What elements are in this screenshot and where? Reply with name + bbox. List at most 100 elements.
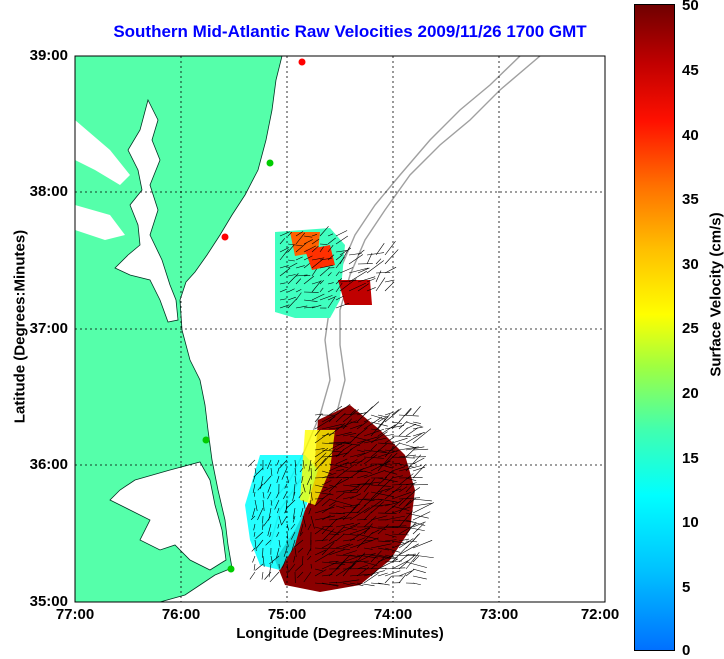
velocity-vector	[277, 523, 280, 529]
velocity-vector	[356, 537, 366, 542]
velocity-vector	[328, 560, 339, 563]
velocity-vector	[308, 459, 312, 472]
velocity-vector	[370, 431, 388, 444]
velocity-vector	[349, 522, 361, 528]
velocity-vector	[319, 287, 324, 293]
velocity-vector	[349, 459, 358, 465]
velocity-vector	[349, 582, 364, 586]
velocity-vector	[335, 235, 349, 245]
colorbar-tick: 15	[682, 450, 699, 467]
velocity-vector	[370, 501, 385, 514]
velocity-vector	[295, 256, 303, 261]
velocity-vector	[412, 498, 432, 502]
y-tick: 37:00	[29, 320, 68, 337]
velocity-vector	[314, 539, 328, 542]
velocity-vector	[294, 459, 297, 468]
velocity-vector	[356, 411, 369, 416]
velocity-vector	[391, 437, 408, 444]
velocity-vector	[412, 466, 426, 472]
velocity-vector	[328, 484, 337, 488]
velocity-vector	[363, 449, 387, 453]
velocity-vector	[335, 515, 346, 521]
velocity-vector	[342, 432, 357, 437]
velocity-vector	[262, 555, 265, 567]
velocity-vector	[363, 511, 373, 521]
velocity-vector	[412, 484, 428, 486]
velocity-vector	[335, 554, 357, 557]
velocity-vector	[253, 531, 256, 537]
velocity-vector	[363, 416, 383, 430]
velocity-vector	[314, 550, 335, 563]
velocity-vector	[254, 499, 258, 512]
velocity-vector	[370, 444, 378, 451]
velocity-vector	[348, 254, 364, 265]
velocity-vector	[277, 467, 280, 474]
velocity-vector	[363, 454, 378, 465]
velocity-vector	[412, 406, 421, 416]
velocity-vector	[303, 245, 317, 253]
velocity-vector	[276, 491, 280, 499]
land-mass	[75, 56, 283, 602]
velocity-vector	[356, 552, 376, 563]
velocity-vector	[405, 491, 415, 500]
velocity-vector	[314, 515, 335, 521]
velocity-vector	[255, 563, 264, 571]
velocity-vector	[405, 483, 414, 493]
velocity-vector	[412, 521, 426, 528]
velocity-vector	[298, 491, 304, 499]
velocity-vector	[335, 579, 360, 584]
velocity-vector	[357, 267, 370, 274]
velocity-vector	[335, 469, 344, 472]
velocity-vector	[319, 246, 324, 253]
velocity-vector	[335, 492, 345, 500]
velocity-vector	[363, 437, 387, 444]
velocity-vector	[290, 531, 296, 540]
velocity-vector	[339, 246, 350, 265]
x-tick: 76:00	[161, 606, 201, 623]
velocity-vector	[276, 531, 280, 537]
velocity-vector	[335, 271, 340, 277]
velocity-vector	[357, 249, 365, 256]
velocity-vector	[303, 275, 311, 277]
velocity-vector	[412, 432, 425, 437]
velocity-vector	[286, 563, 289, 572]
velocity-vector	[342, 409, 359, 423]
velocity-vector	[356, 464, 375, 472]
velocity-vector	[293, 555, 296, 563]
velocity-vector	[384, 575, 392, 584]
velocity-vector	[335, 230, 348, 237]
velocity-vector	[287, 296, 296, 301]
velocity-vector	[342, 533, 358, 536]
velocity-vector	[287, 298, 297, 309]
velocity-vector	[311, 245, 319, 253]
colorbar-tick: 35	[682, 191, 699, 208]
velocity-vector	[412, 464, 426, 479]
velocity-vector	[366, 278, 376, 283]
velocity-vector	[412, 426, 424, 430]
velocity-vector	[349, 527, 369, 535]
velocity-vector	[349, 554, 360, 558]
velocity-vector	[279, 248, 289, 261]
velocity-vector	[264, 571, 272, 580]
velocity-vector	[377, 504, 390, 507]
velocity-vector	[254, 539, 257, 552]
velocity-vector	[267, 459, 272, 469]
velocity-vector	[375, 270, 382, 283]
velocity-vector	[412, 582, 421, 586]
velocity-vector	[384, 567, 406, 570]
velocity-vector	[311, 293, 325, 301]
velocity-vector	[412, 534, 419, 542]
velocity-vector	[247, 459, 256, 467]
velocity-vector	[356, 582, 375, 587]
velocity-vector	[328, 463, 349, 468]
velocity-vector	[314, 432, 329, 444]
velocity-vector	[391, 409, 400, 416]
velocity-vector	[349, 468, 364, 479]
velocity-vector	[377, 547, 390, 551]
velocity-vector	[267, 491, 272, 500]
velocity-vector	[295, 274, 308, 277]
velocity-vector	[270, 499, 273, 506]
velocity-vector	[335, 512, 346, 515]
velocity-vector	[349, 574, 370, 577]
velocity-vector	[377, 488, 390, 493]
